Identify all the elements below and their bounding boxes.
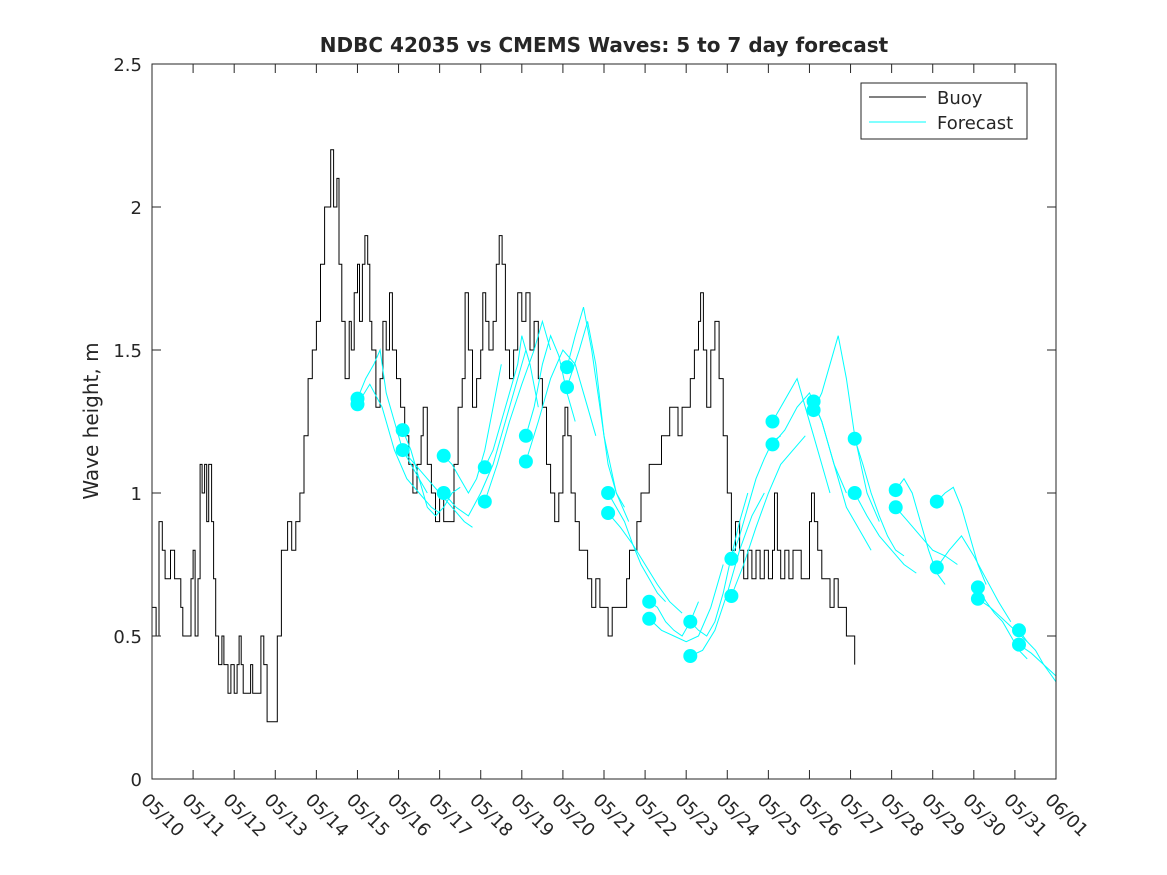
forecast-start-marker — [1012, 623, 1026, 638]
forecast-start-markers — [350, 360, 1026, 663]
forecast-start-marker — [888, 500, 903, 515]
legend-buoy-label: Buoy — [937, 88, 983, 109]
forecast-series-line-2 — [357, 383, 440, 514]
y-axis-label: Wave height, m — [79, 342, 103, 499]
forecast-start-marker — [970, 591, 985, 606]
forecast-series-line-5 — [443, 364, 502, 495]
forecast-start-marker — [436, 486, 451, 500]
forecast-series-line-30 — [936, 535, 1012, 622]
y-tick-label: 1.5 — [113, 341, 142, 362]
y-tick-label: 0 — [131, 770, 142, 791]
buoy-series-line — [152, 149, 856, 723]
forecast-series-line-14 — [607, 512, 683, 614]
plot-area: 00.511.522.5 05/1005/1105/1205/1305/1405… — [113, 55, 1092, 841]
forecast-start-marker — [477, 460, 492, 475]
y-tick-label: 1 — [131, 484, 142, 505]
forecast-start-marker — [765, 414, 780, 429]
forecast-series-line-24 — [813, 335, 880, 522]
forecast-series-line-13 — [607, 492, 666, 603]
forecast-series-line-6 — [443, 349, 527, 517]
forecast-series-line-8 — [484, 319, 552, 502]
chart-title: NDBC 42035 vs CMEMS Waves: 5 to 7 day fo… — [320, 33, 889, 57]
forecast-series-line-1 — [357, 348, 428, 494]
forecast-start-marker — [847, 486, 862, 500]
forecast-series-line-25 — [854, 438, 905, 557]
forecast-series-line-28 — [895, 506, 958, 565]
y-tick-label: 2 — [131, 198, 142, 219]
forecast-start-marker — [724, 551, 739, 566]
forecast-start-marker — [518, 454, 533, 469]
legend: Buoy Forecast — [860, 82, 1028, 140]
forecast-start-marker — [929, 560, 944, 575]
forecast-start-marker — [642, 594, 657, 609]
axes-background — [152, 64, 1056, 779]
y-tick-label: 2.5 — [113, 55, 142, 76]
forecast-start-marker — [765, 437, 780, 452]
forecast-start-marker — [888, 483, 903, 498]
forecast-start-marker — [436, 448, 451, 463]
legend-box — [860, 82, 1028, 140]
forecast-series-line-21 — [772, 377, 831, 494]
forecast-start-marker — [395, 423, 410, 438]
forecast-series-line-17 — [689, 492, 749, 637]
forecast-start-marker — [477, 494, 492, 509]
forecast-start-marker — [1012, 637, 1026, 652]
forecast-start-marker — [847, 431, 862, 446]
forecast-start-marker — [970, 580, 985, 595]
forecast-start-marker — [642, 611, 657, 626]
y-axis-ticks: 0 0.5 1 1.5 2 2.5 — [113, 55, 1056, 791]
forecast-start-marker — [560, 380, 574, 395]
forecast-start-marker — [683, 649, 698, 663]
forecast-start-marker — [601, 506, 616, 520]
forecast-series-line-10 — [525, 349, 597, 462]
forecast-start-marker — [929, 494, 944, 509]
forecast-series-line-26 — [854, 492, 917, 574]
forecast-start-marker — [350, 397, 365, 412]
forecast-start-marker — [518, 428, 533, 443]
y-tick-label: 0.5 — [113, 627, 142, 648]
forecast-start-marker — [395, 443, 410, 458]
buoy-series-layer — [152, 149, 856, 723]
forecast-series-line-3 — [402, 429, 461, 517]
legend-forecast-label: Forecast — [937, 113, 1013, 134]
forecast-series-line-12 — [566, 321, 630, 522]
forecast-start-marker — [601, 486, 616, 500]
forecast-start-marker — [683, 614, 698, 629]
forecast-series-line-34 — [1018, 644, 1057, 677]
forecast-series-line-33 — [1018, 630, 1057, 683]
forecast-start-marker — [560, 360, 574, 375]
forecast-start-marker — [724, 589, 739, 603]
forecast-series-line-16 — [648, 564, 724, 643]
forecast-series-line-7 — [484, 335, 539, 468]
forecast-series-line-20 — [730, 435, 806, 597]
forecast-series-line-23 — [813, 401, 872, 551]
forecast-start-marker — [806, 403, 821, 418]
